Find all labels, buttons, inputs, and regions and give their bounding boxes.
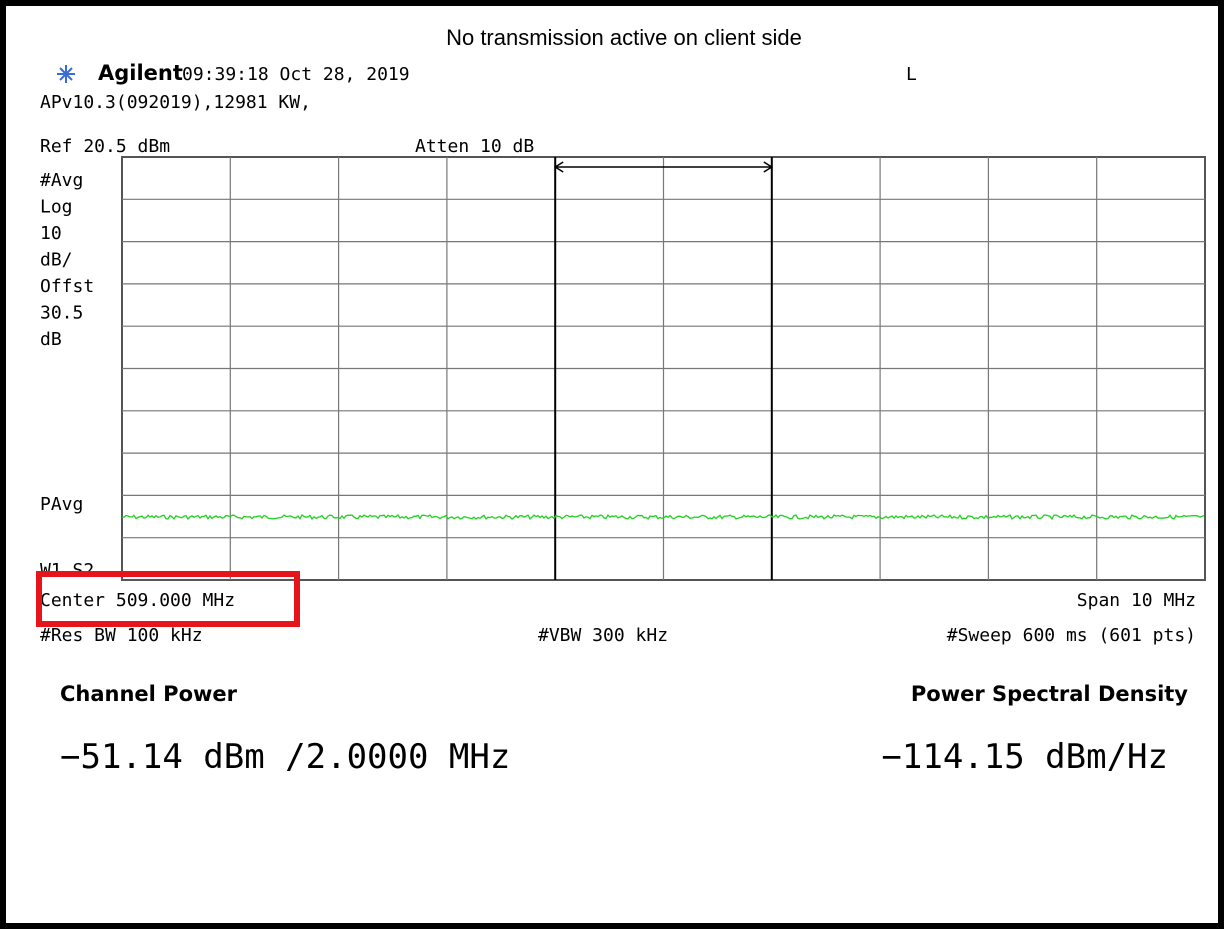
timestamp: 09:39:18 Oct 28, 2019 — [182, 64, 410, 85]
caption: No transmission active on client side — [446, 25, 802, 50]
ref-level: Ref 20.5 dBm — [40, 136, 170, 157]
left-label: 30.5 — [40, 303, 83, 324]
psd-label: Power Spectral Density — [911, 682, 1188, 706]
arrow-head — [553, 161, 774, 173]
highlight-box — [36, 571, 300, 627]
trace-label: PAvg — [40, 494, 83, 515]
attenuation: Atten 10 dB — [415, 136, 534, 157]
left-label: dB — [40, 329, 62, 350]
left-label: 10 — [40, 223, 62, 244]
graticule — [121, 156, 1206, 581]
mode: L — [906, 64, 917, 85]
span: Span 10 MHz — [1077, 590, 1196, 611]
brand: Agilent — [98, 61, 183, 85]
channel-power-value: −51.14 dBm /2.0000 MHz — [60, 737, 510, 777]
left-label: Log — [40, 197, 73, 218]
left-label: Offst — [40, 276, 94, 297]
vbw: #VBW 300 kHz — [538, 625, 668, 646]
left-label: #Avg — [40, 170, 83, 191]
window-label: W1 S2 — [40, 560, 94, 581]
left-labels: #Avg Log 10 dB/Offst 30.5 dB — [40, 170, 94, 350]
res-bw: #Res BW 100 kHz — [40, 625, 203, 646]
sweep: #Sweep 600 ms (601 pts) — [947, 625, 1196, 646]
channel-power-label: Channel Power — [60, 682, 238, 706]
trace — [121, 514, 1205, 521]
logo — [57, 65, 75, 83]
psd-value: −114.15 dBm/Hz — [881, 737, 1168, 777]
info: APv10.3(092019),12981 KW, — [40, 92, 311, 113]
center-freq: Center 509.000 MHz — [40, 590, 235, 611]
left-label: dB/ — [40, 250, 73, 271]
